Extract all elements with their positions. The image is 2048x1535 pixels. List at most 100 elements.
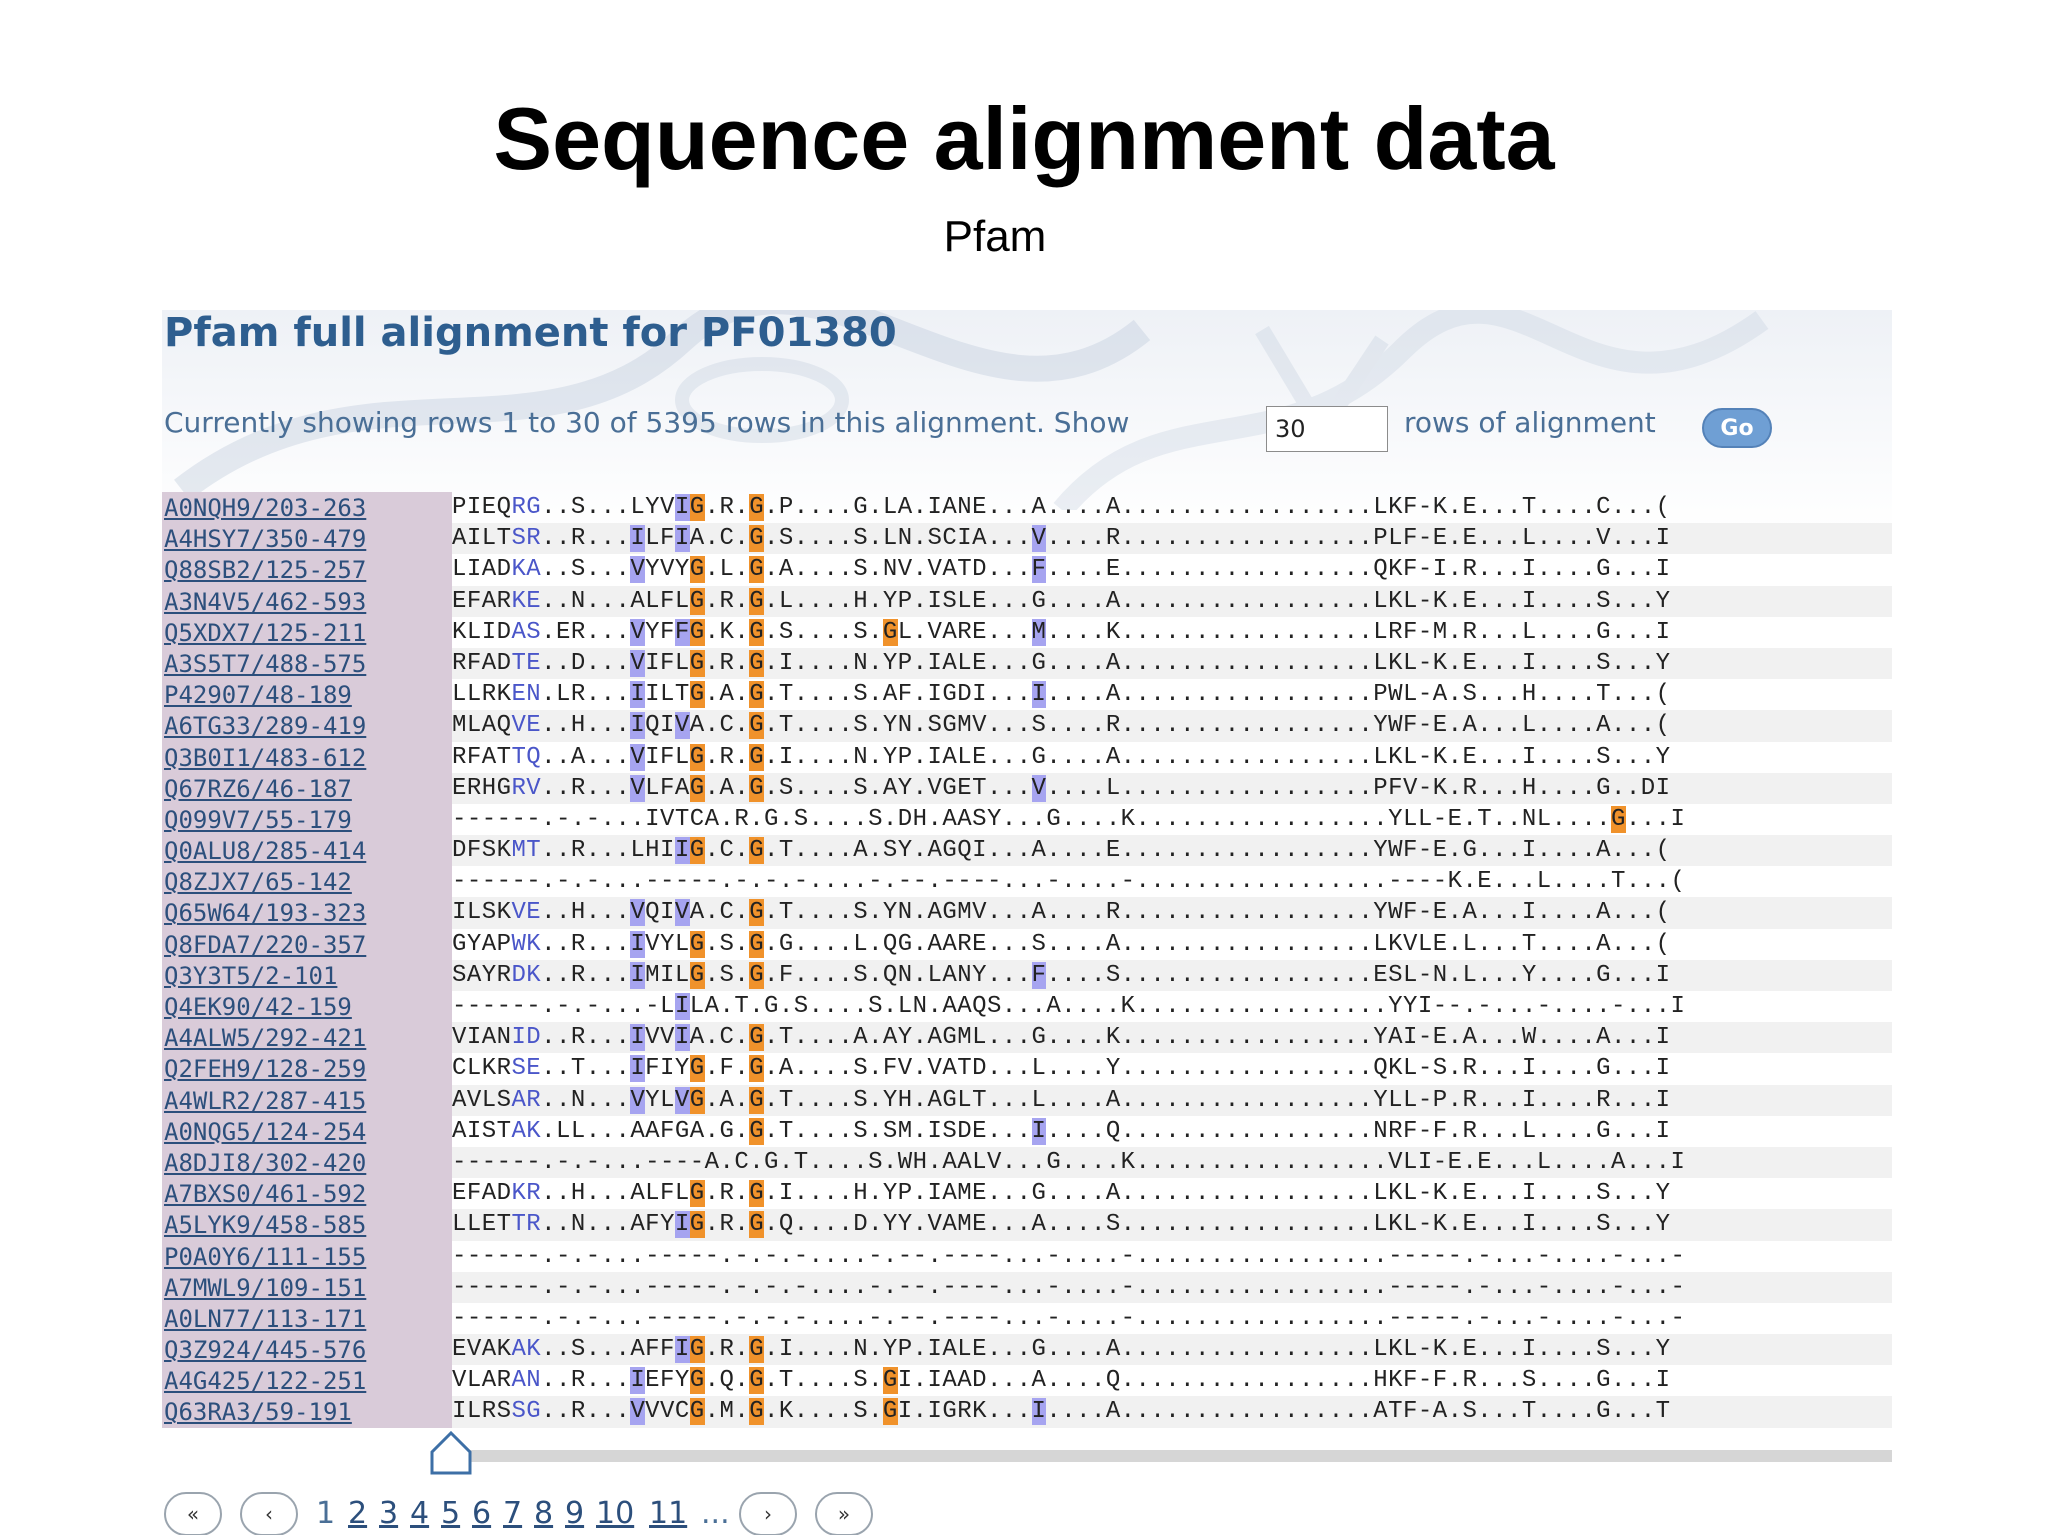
alignment-row: A4WLR2/287-415 AVLSAR..N...VYLVG.A.G.T...… <box>162 1084 1892 1116</box>
accession-link[interactable]: A6TG33/289-419 <box>164 712 367 741</box>
accession-cell: A4WLR2/287-415 <box>162 1084 452 1116</box>
accession-cell: Q0ALU8/285-414 <box>162 835 452 867</box>
accession-cell: Q3Z924/445-576 <box>162 1334 452 1366</box>
alignment-row: A8DJI8/302-420 ------.-.-...----A.C.G.T..… <box>162 1146 1892 1179</box>
sequence-cell: EFARKE..N...ALFLG.R.G.L....H.YP.ISLE...G… <box>452 587 1671 615</box>
accession-link[interactable]: Q0ALU8/285-414 <box>164 837 367 866</box>
page-link-8[interactable]: 8 <box>534 1496 554 1531</box>
accession-link[interactable]: A0LN77/113-171 <box>164 1304 367 1333</box>
page-link-5[interactable]: 5 <box>441 1496 461 1531</box>
accession-cell: Q3Y3T5/2-101 <box>162 959 452 991</box>
sequence-cell: ------.-.-...----A.C.G.T....S.WH.AALV...… <box>452 1148 1686 1176</box>
alignment-row: Q65W64/193-323 ILSKVE..H...VQIVA.C.G.T...… <box>162 897 1892 929</box>
accession-link[interactable]: A4ALW5/292-421 <box>164 1024 367 1053</box>
accession-link[interactable]: Q65W64/193-323 <box>164 899 367 928</box>
alignment-horizontal-scrollbar[interactable] <box>452 1450 1892 1462</box>
alignment-row: A0NQH9/203-263 PIEQRG..S...LYVIG.R.G.P...… <box>162 492 1892 524</box>
accession-cell: A0LN77/113-171 <box>162 1302 452 1335</box>
accession-cell: Q2FEH9/128-259 <box>162 1053 452 1085</box>
accession-link[interactable]: A3N4V5/462-593 <box>164 587 367 616</box>
accession-link[interactable]: A4G425/122-251 <box>164 1367 367 1396</box>
alignment-row: A7MWL9/109-151 ------.-.-...-----.-.-.-..… <box>162 1271 1892 1303</box>
sequence-cell: ------.-.-...-----.-.-.-....-.--.----...… <box>452 868 1686 896</box>
accession-link[interactable]: Q8ZJX7/65-142 <box>164 868 352 897</box>
accession-cell: Q88SB2/125-257 <box>162 554 452 586</box>
accession-link[interactable]: A8DJI8/302-420 <box>164 1148 367 1177</box>
sequence-cell: ------.-.-...-----.-.-.-....-.--.----...… <box>452 1304 1686 1332</box>
pagination-ellipsis: ... <box>701 1496 730 1531</box>
rows-count-input[interactable] <box>1266 406 1388 452</box>
alignment-row: A3S5T7/488-575 RFADTE..D...VIFLG.R.G.I...… <box>162 647 1892 680</box>
alignment-row: P0A0Y6/111-155 ------.-.-...-----.-.-.-..… <box>162 1240 1892 1272</box>
accession-link[interactable]: Q099V7/55-179 <box>164 805 352 834</box>
accession-link[interactable]: Q2FEH9/128-259 <box>164 1055 367 1084</box>
sequence-cell: AILTSR..R...ILFIA.C.G.S....S.LN.SCIA...V… <box>452 525 1671 553</box>
alignment-row: Q3Y3T5/2-101 SAYRDK..R...IMILG.S.G.F....S… <box>162 959 1892 991</box>
page-link-7[interactable]: 7 <box>503 1496 523 1531</box>
accession-link[interactable]: A7BXS0/461-592 <box>164 1180 367 1209</box>
alignment-row: Q63RA3/59-191 ILRSSG..R...VVVCG.M.G.K....… <box>162 1396 1892 1428</box>
accession-link[interactable]: A0NQH9/203-263 <box>164 494 367 522</box>
sequence-cell: VLARAN..R...IEFYG.Q.G.T....S.GI.IAAD...A… <box>452 1367 1671 1395</box>
last-page-button[interactable]: » <box>815 1492 873 1535</box>
accession-cell: Q5XDX7/125-211 <box>162 616 452 648</box>
accession-cell: Q63RA3/59-191 <box>162 1396 452 1428</box>
page-link-1[interactable]: 1 <box>316 1496 336 1531</box>
accession-cell: Q8ZJX7/65-142 <box>162 866 452 898</box>
accession-link[interactable]: Q67RZ6/46-187 <box>164 774 352 803</box>
first-page-button[interactable]: « <box>164 1492 222 1535</box>
accession-cell: Q4EK90/42-159 <box>162 991 452 1023</box>
accession-link[interactable]: A7MWL9/109-151 <box>164 1273 367 1302</box>
accession-link[interactable]: A0NQG5/124-254 <box>164 1117 367 1146</box>
page-link-6[interactable]: 6 <box>472 1496 492 1531</box>
accession-cell: A0NQH9/203-263 <box>162 492 452 524</box>
alignment-row: A7BXS0/461-592 EFADKR..H...ALFLG.R.G.I...… <box>162 1178 1892 1210</box>
page-link-3[interactable]: 3 <box>379 1496 399 1531</box>
accession-cell: Q65W64/193-323 <box>162 897 452 929</box>
pagination: « ‹ 1 2 3 4 5 6 7 8 9 10 11 ... › » <box>164 1492 1164 1535</box>
accession-cell: A4ALW5/292-421 <box>162 1022 452 1054</box>
page-link-4[interactable]: 4 <box>410 1496 430 1531</box>
accession-cell: A3N4V5/462-593 <box>162 585 452 617</box>
alignment-row: Q3Z924/445-576 EVAKAK..S...AFFIG.R.G.I...… <box>162 1334 1892 1366</box>
next-page-button[interactable]: › <box>739 1492 797 1535</box>
accession-link[interactable]: Q3B0I1/483-612 <box>164 743 367 772</box>
alignment-row: Q8ZJX7/65-142 ------.-.-...-----.-.-.-...… <box>162 866 1892 898</box>
accession-link[interactable]: A4WLR2/287-415 <box>164 1086 367 1115</box>
scroll-thumb-handle[interactable] <box>428 1430 474 1476</box>
accession-link[interactable]: Q63RA3/59-191 <box>164 1398 352 1427</box>
alignment-row: Q67RZ6/46-187 ERHGRV..R...VLFAG.A.G.S....… <box>162 772 1892 804</box>
alignment-row: Q8FDA7/220-357 GYAPWK..R...IVYLG.S.G.G...… <box>162 928 1892 960</box>
alignment-table: A0NQH9/203-263 PIEQRG..S...LYVIG.R.G.P...… <box>162 492 1892 1428</box>
sequence-cell: VIANID..R...IVVIA.C.G.T....A.AY.AGML...G… <box>452 1024 1671 1052</box>
page-link-10[interactable]: 10 <box>596 1496 635 1531</box>
accession-cell: A5LYK9/458-585 <box>162 1209 452 1241</box>
sequence-cell: DFSKMT..R...LHIIG.C.G.T....A.SY.AGQI...A… <box>452 837 1671 865</box>
accession-link[interactable]: Q88SB2/125-257 <box>164 556 367 585</box>
page-link-9[interactable]: 9 <box>565 1496 585 1531</box>
accession-cell: A6TG33/289-419 <box>162 710 452 742</box>
accession-link[interactable]: A5LYK9/458-585 <box>164 1211 367 1240</box>
previous-page-button[interactable]: ‹ <box>240 1492 298 1535</box>
accession-link[interactable]: Q4EK90/42-159 <box>164 993 352 1021</box>
page-link-2[interactable]: 2 <box>348 1496 368 1531</box>
accession-link[interactable]: A4HSY7/350-479 <box>164 525 367 554</box>
accession-cell: Q3B0I1/483-612 <box>162 741 452 773</box>
accession-link[interactable]: P0A0Y6/111-155 <box>164 1242 367 1271</box>
accession-link[interactable]: Q5XDX7/125-211 <box>164 618 367 647</box>
pfam-heading: Pfam full alignment for PF01380 <box>164 310 897 356</box>
accession-link[interactable]: Q3Y3T5/2-101 <box>164 961 338 990</box>
accession-link[interactable]: Q3Z924/445-576 <box>164 1336 367 1365</box>
sequence-cell: SAYRDK..R...IMILG.S.G.F....S.QN.LANY...F… <box>452 961 1671 989</box>
accession-cell: A0NQG5/124-254 <box>162 1115 452 1147</box>
sequence-cell: LLRKEN.LR...IILTG.A.G.T....S.AF.IGDI...I… <box>452 681 1671 709</box>
accession-cell: A7BXS0/461-592 <box>162 1178 452 1210</box>
accession-cell: A8DJI8/302-420 <box>162 1146 452 1179</box>
alignment-row: P42907/48-189 LLRKEN.LR...IILTG.A.G.T....… <box>162 679 1892 711</box>
page-link-11[interactable]: 11 <box>649 1496 688 1531</box>
accession-link[interactable]: A3S5T7/488-575 <box>164 649 367 678</box>
accession-link[interactable]: Q8FDA7/220-357 <box>164 930 367 959</box>
go-button[interactable]: Go <box>1702 408 1772 448</box>
rows-showing-text: Currently showing rows 1 to 30 of 5395 r… <box>164 406 1130 439</box>
accession-link[interactable]: P42907/48-189 <box>164 681 352 710</box>
